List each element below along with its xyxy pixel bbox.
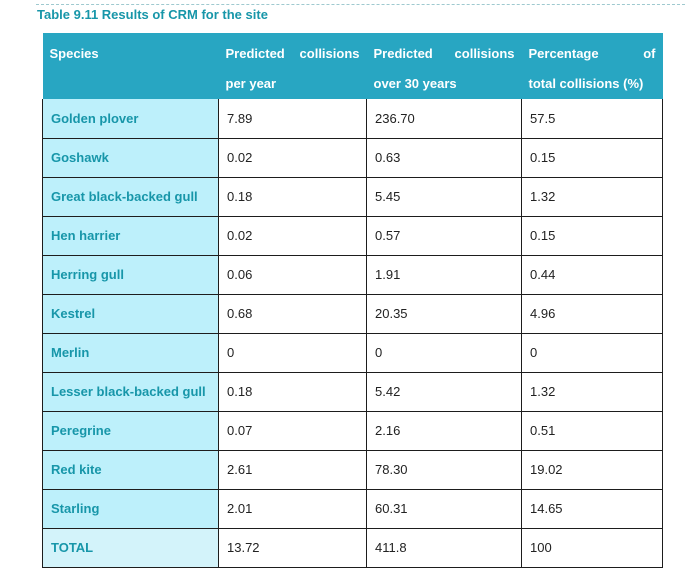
- table-row: Herring gull 0.06 1.91 0.44: [42, 254, 663, 295]
- per-year-cell: 0.18: [218, 371, 367, 412]
- table-body: Golden plover 7.89 236.70 57.5 Goshawk 0.02 0.…: [42, 99, 663, 568]
- per-year-cell: 2.61: [218, 449, 367, 490]
- over-30-years-cell: 236.70: [366, 99, 522, 139]
- header-per-year-line1: Predicted collisions: [226, 39, 360, 69]
- percentage-cell: 0.15: [521, 137, 663, 178]
- percentage-cell: 0: [521, 332, 663, 373]
- species-cell: Starling: [42, 488, 219, 529]
- header-per-year-word1: Predicted: [225, 46, 285, 61]
- percentage-cell: 0.15: [521, 215, 663, 256]
- percentage-cell: 1.32: [521, 371, 663, 412]
- species-cell: Goshawk: [42, 137, 219, 178]
- percentage-cell: 19.02: [521, 449, 663, 490]
- header-per-year-line2: per year: [225, 76, 277, 91]
- header-per-year: Predicted collisions per year: [218, 33, 367, 99]
- table-row: Merlin 0 0 0: [42, 332, 663, 373]
- over-30-years-cell: 78.30: [366, 449, 522, 490]
- per-year-cell: 2.01: [218, 488, 367, 529]
- header-percentage-word1: Percentage: [528, 46, 599, 61]
- header-over-30-line2: over 30 years: [373, 76, 457, 91]
- header-row: Species Predicted collisions per year Pr…: [42, 33, 663, 99]
- table-row: Lesser black-backed gull 0.18 5.42 1.32: [42, 371, 663, 412]
- per-year-cell: 13.72: [218, 527, 367, 568]
- species-cell: Hen harrier: [42, 215, 219, 256]
- species-cell: Herring gull: [42, 254, 219, 295]
- per-year-cell: 0.06: [218, 254, 367, 295]
- species-cell: Great black-backed gull: [42, 176, 219, 217]
- per-year-cell: 0.07: [218, 410, 367, 451]
- percentage-cell: 57.5: [521, 99, 663, 139]
- table-row: Golden plover 7.89 236.70 57.5: [42, 99, 663, 139]
- percentage-cell: 0.51: [521, 410, 663, 451]
- over-30-years-cell: 1.91: [366, 254, 522, 295]
- table-caption: Table 9.11 Results of CRM for the site: [37, 7, 268, 22]
- percentage-cell: 4.96: [521, 293, 663, 334]
- table-row: Starling 2.01 60.31 14.65: [42, 488, 663, 529]
- over-30-years-cell: 2.16: [366, 410, 522, 451]
- species-cell: TOTAL: [42, 527, 219, 568]
- table-row: Hen harrier 0.02 0.57 0.15: [42, 215, 663, 256]
- percentage-cell: 14.65: [521, 488, 663, 529]
- table-row: Red kite 2.61 78.30 19.02: [42, 449, 663, 490]
- header-species-label: Species: [49, 46, 99, 61]
- over-30-years-cell: 5.42: [366, 371, 522, 412]
- table-row: Peregrine 0.07 2.16 0.51: [42, 410, 663, 451]
- header-over-30-word1: Predicted: [373, 46, 433, 61]
- header-percentage-line1: Percentage of: [529, 39, 656, 69]
- percentage-cell: 1.32: [521, 176, 663, 217]
- header-percentage-word2: of: [643, 46, 656, 61]
- per-year-cell: 7.89: [218, 99, 367, 139]
- per-year-cell: 0.02: [218, 137, 367, 178]
- over-30-years-cell: 411.8: [366, 527, 522, 568]
- over-30-years-cell: 0: [366, 332, 522, 373]
- species-cell: Golden plover: [42, 99, 219, 139]
- species-cell: Merlin: [42, 332, 219, 373]
- species-cell: Lesser black-backed gull: [42, 371, 219, 412]
- species-cell: Red kite: [42, 449, 219, 490]
- species-cell: Peregrine: [42, 410, 219, 451]
- per-year-cell: 0: [218, 332, 367, 373]
- over-30-years-cell: 0.63: [366, 137, 522, 178]
- over-30-years-cell: 60.31: [366, 488, 522, 529]
- table-row: TOTAL 13.72 411.8 100: [42, 527, 663, 568]
- per-year-cell: 0.18: [218, 176, 367, 217]
- over-30-years-cell: 0.57: [366, 215, 522, 256]
- over-30-years-cell: 20.35: [366, 293, 522, 334]
- over-30-years-cell: 5.45: [366, 176, 522, 217]
- table-row: Goshawk 0.02 0.63 0.15: [42, 137, 663, 178]
- header-percentage: Percentage of total collisions (%): [521, 33, 663, 99]
- per-year-cell: 0.02: [218, 215, 367, 256]
- crm-results-table: Species Predicted collisions per year Pr…: [42, 33, 663, 568]
- percentage-cell: 100: [521, 527, 663, 568]
- table-header: Species Predicted collisions per year Pr…: [42, 33, 663, 99]
- header-over-30-word2: collisions: [454, 46, 515, 61]
- top-rule: [36, 4, 685, 5]
- header-species: Species: [42, 33, 219, 99]
- table-row: Great black-backed gull 0.18 5.45 1.32: [42, 176, 663, 217]
- percentage-cell: 0.44: [521, 254, 663, 295]
- header-over-30-years: Predicted collisions over 30 years: [366, 33, 522, 99]
- species-cell: Kestrel: [42, 293, 219, 334]
- header-over-30-line1: Predicted collisions: [374, 39, 515, 69]
- table-row: Kestrel 0.68 20.35 4.96: [42, 293, 663, 334]
- header-percentage-line2: total collisions (%): [528, 76, 644, 91]
- per-year-cell: 0.68: [218, 293, 367, 334]
- header-per-year-word2: collisions: [299, 46, 360, 61]
